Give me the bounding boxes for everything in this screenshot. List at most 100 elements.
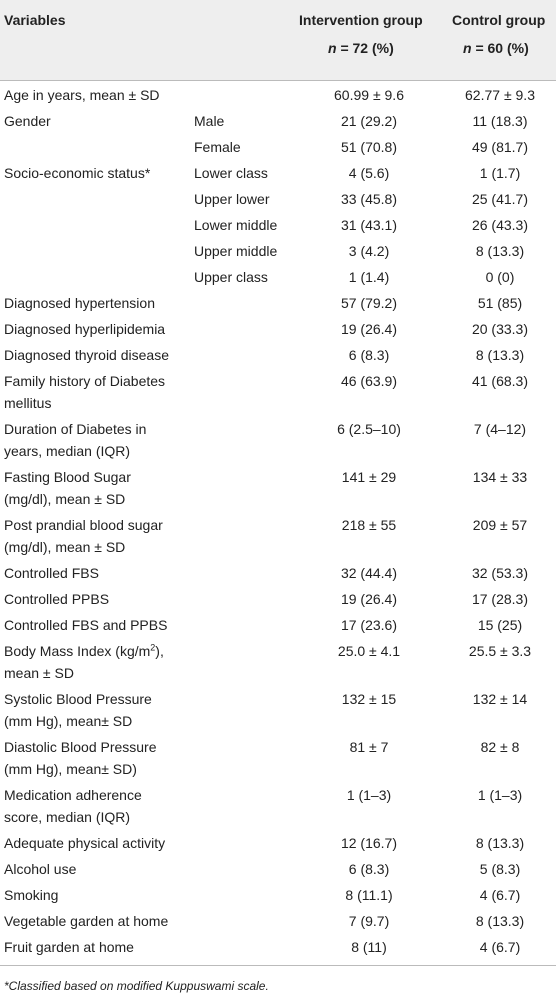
label-text: Systolic Blood Pressure (4, 691, 152, 707)
variable-cell: Diagnosed hypertension (0, 290, 194, 316)
table-row: Female 51 (70.8) 49 (81.7) (0, 134, 556, 160)
table-row: Socio-economic status* Lower class 4 (5.6)… (0, 160, 556, 186)
superscript: 2 (150, 642, 156, 653)
table-row: Upper lower 33 (45.8) 25 (41.7) (0, 186, 556, 212)
label-text: years, median (IQR) (4, 443, 131, 459)
variable-cell: Adequate physical activity (0, 830, 194, 856)
subcategory-cell (194, 342, 294, 368)
control-cell: 49 (81.7) (471, 139, 529, 155)
label-text: (mg/dl), mean ± SD (4, 539, 126, 555)
table-row: Medication adherence score, median (IQR) 1… (0, 782, 556, 830)
control-cell: 1 (1–3) (477, 787, 523, 803)
subcategory-cell (194, 560, 294, 586)
control-cell: 82 ± 8 (480, 739, 520, 755)
table-row: Family history of Diabetes mellitus 46 (63… (0, 368, 556, 416)
subcategory-cell (194, 934, 294, 960)
subcategory-cell (194, 512, 294, 560)
subcategory-cell (194, 734, 294, 782)
control-cell: 25.5 ± 3.3 (468, 643, 532, 659)
variable-cell: Controlled FBS (0, 560, 194, 586)
intervention-cell: 132 ± 15 (341, 691, 397, 707)
intervention-cell: 46 (63.9) (340, 373, 398, 389)
control-cell: 0 (0) (485, 269, 515, 285)
control-cell: 134 ± 33 (472, 469, 528, 485)
label-text: Diagnosed thyroid disease (4, 347, 169, 363)
label-text: mellitus (4, 395, 52, 411)
subcategory-cell (194, 908, 294, 934)
label-text: Medication adherence (4, 787, 142, 803)
control-cell: 132 ± 14 (472, 691, 528, 707)
control-cell: 62.77 ± 9.3 (465, 87, 535, 103)
table-row: Controlled PPBS 19 (26.4) 17 (28.3) (0, 586, 556, 612)
table-row: Diagnosed thyroid disease 6 (8.3) 8 (13.3) (0, 342, 556, 368)
variable-cell: Diagnosed hyperlipidemia (0, 316, 194, 342)
control-cell: 8 (13.3) (475, 835, 525, 851)
subcategory-cell (194, 830, 294, 856)
intervention-cell: 33 (45.8) (340, 191, 398, 207)
variable-cell: Family history of Diabetes mellitus (0, 368, 194, 416)
variable-cell: Medication adherence score, median (IQR) (0, 782, 194, 830)
table-row: Lower middle 31 (43.1) 26 (43.3) (0, 212, 556, 238)
variable-cell: Systolic Blood Pressure (mm Hg), mean± SD (0, 686, 194, 734)
intervention-cell: 3 (4.2) (348, 243, 390, 259)
control-cell: 25 (41.7) (471, 191, 529, 207)
variable-cell (0, 238, 194, 264)
control-cell: 41 (68.3) (471, 373, 529, 389)
variable-cell: Controlled PPBS (0, 586, 194, 612)
label-text: Duration of Diabetes in (4, 421, 147, 437)
control-cell: 17 (28.3) (471, 591, 529, 607)
variable-cell: Fruit garden at home (0, 934, 194, 960)
control-cell: 5 (8.3) (479, 861, 521, 877)
label-text: Adequate physical activity (4, 835, 166, 851)
label-text: (mm Hg), mean± SD (4, 713, 133, 729)
variable-cell: Alcohol use (0, 856, 194, 882)
subcategory-cell (194, 82, 294, 108)
variable-cell: Fasting Blood Sugar (mg/dl), mean ± SD (0, 464, 194, 512)
intervention-cell: 81 ± 7 (349, 739, 389, 755)
label-text: Fruit garden at home (4, 939, 134, 955)
intervention-cell: 19 (26.4) (340, 321, 398, 337)
intervention-cell: 51 (70.8) (340, 139, 398, 155)
n-symbol: n (328, 40, 337, 56)
label-text: Controlled FBS (4, 565, 99, 581)
table-row: Duration of Diabetes in years, median (IQ… (0, 416, 556, 464)
subcategory-cell (194, 612, 294, 638)
subcategory-cell: Lower class (194, 165, 268, 181)
control-cell: 51 (85) (477, 295, 523, 311)
label-text: Fasting Blood Sugar (4, 469, 131, 485)
variable-cell: Diagnosed thyroid disease (0, 342, 194, 368)
control-cell: 11 (18.3) (472, 113, 528, 129)
intervention-cell: 7 (9.7) (348, 913, 390, 929)
n-count: = 60 (%) (475, 40, 529, 56)
variable-cell: Smoking (0, 882, 194, 908)
intervention-cell: 1 (1.4) (348, 269, 390, 285)
subcategory-cell (194, 316, 294, 342)
intervention-cell: 6 (8.3) (348, 861, 390, 877)
intervention-cell: 19 (26.4) (340, 591, 398, 607)
n-symbol: n (463, 40, 472, 56)
subcategory-cell (194, 638, 294, 686)
variable-cell (0, 186, 194, 212)
intervention-cell: 32 (44.4) (340, 565, 398, 581)
table-row: Controlled FBS 32 (44.4) 32 (53.3) (0, 560, 556, 586)
subcategory-cell: Upper lower (194, 191, 270, 207)
table-row: Gender Male 21 (29.2) 11 (18.3) (0, 108, 556, 134)
control-cell: 8 (13.3) (475, 347, 525, 363)
table-row: Body Mass Index (kg/m2), mean ± SD 25.0 ± … (0, 638, 556, 686)
table-row: Adequate physical activity 12 (16.7) 8 (13… (0, 830, 556, 856)
intervention-cell: 6 (8.3) (348, 347, 390, 363)
control-cell: 209 ± 57 (472, 517, 528, 533)
intervention-cell: 4 (5.6) (348, 165, 390, 181)
intervention-cell: 8 (11) (351, 939, 387, 955)
intervention-cell: 60.99 ± 9.6 (334, 87, 404, 103)
subcategory-cell (194, 290, 294, 316)
subcategory-cell (194, 856, 294, 882)
intervention-cell: 218 ± 55 (341, 517, 397, 533)
subcategory-cell (194, 686, 294, 734)
table-row: Vegetable garden at home 7 (9.7) 8 (13.3) (0, 908, 556, 934)
footnote: *Classified based on modified Kuppuswami… (4, 979, 269, 993)
control-cell: 7 (4–12) (473, 421, 527, 437)
table: Age in years, mean ± SD 60.99 ± 9.6 62.77 … (0, 82, 556, 960)
intervention-cell: 12 (16.7) (340, 835, 398, 851)
label-text: score, median (IQR) (4, 809, 131, 825)
